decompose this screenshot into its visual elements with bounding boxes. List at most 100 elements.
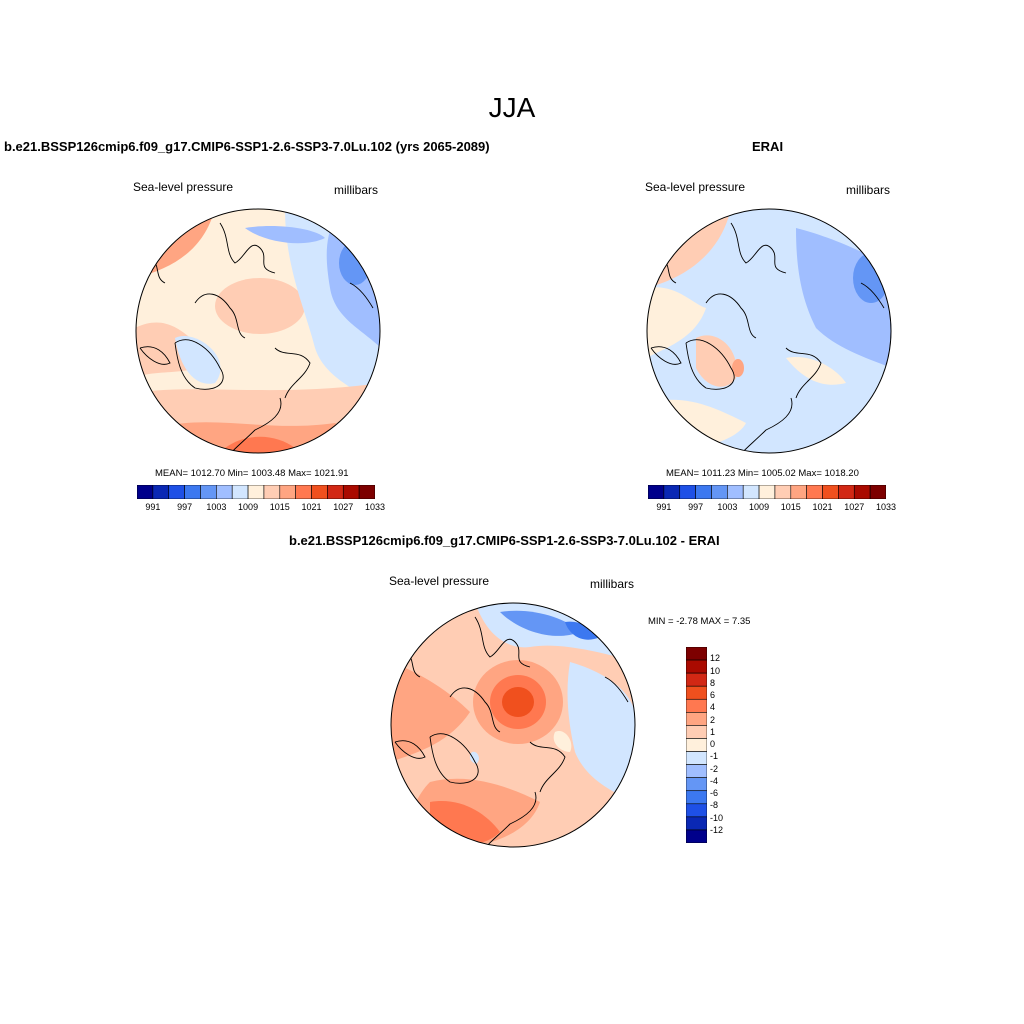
colorbar-swatch bbox=[358, 485, 375, 499]
colorbar-swatch bbox=[327, 485, 344, 499]
colorbar-swatch bbox=[663, 485, 681, 499]
colorbar-swatch bbox=[216, 485, 233, 499]
panel2-stats: MEAN= 1011.23 Min= 1005.02 Max= 1018.20 bbox=[666, 468, 859, 479]
colorbar-tick-label: -10 bbox=[710, 812, 724, 823]
colorbar-tick-label: 1015 bbox=[780, 502, 801, 512]
colorbar-tick-label: -2 bbox=[710, 763, 719, 774]
colorbar-swatch bbox=[869, 485, 886, 499]
colorbar-swatch bbox=[648, 485, 665, 499]
panel1-neg-north bbox=[245, 226, 325, 244]
colorbar-swatch bbox=[853, 485, 871, 499]
panel2-pos-greenland bbox=[696, 335, 737, 387]
colorbar-swatch bbox=[686, 725, 707, 739]
colorbar-swatch bbox=[711, 485, 728, 499]
colorbar-tick-label: 6 bbox=[710, 690, 716, 700]
panel3-neg-east bbox=[567, 662, 635, 802]
colorbar-swatch bbox=[231, 485, 249, 499]
colorbar-tick-label: 1009 bbox=[749, 502, 770, 512]
colorbar-swatch bbox=[695, 485, 712, 499]
colorbar-swatch bbox=[686, 777, 707, 792]
colorbar-tick-label: 1033 bbox=[875, 502, 897, 512]
panel3-polar-map bbox=[390, 602, 636, 848]
colorbar-tick-label: -1 bbox=[710, 751, 719, 762]
colorbar-swatch bbox=[137, 485, 154, 499]
colorbar-swatch bbox=[342, 485, 360, 499]
panel1-units-label: millibars bbox=[334, 183, 379, 197]
colorbar-tick-label: 1033 bbox=[364, 502, 386, 512]
colorbar-swatch bbox=[686, 803, 707, 818]
colorbar-swatch bbox=[184, 485, 201, 499]
colorbar-tick-label: -12 bbox=[710, 824, 724, 835]
panel1-polar-map bbox=[135, 208, 381, 454]
colorbar-swatch bbox=[686, 712, 707, 726]
panel1-map-border bbox=[135, 208, 381, 454]
panel1-high-south bbox=[225, 436, 295, 453]
panel2-low-east bbox=[853, 253, 889, 303]
panel1-neg-greenland bbox=[175, 336, 221, 384]
colorbar-swatch bbox=[295, 485, 312, 499]
colorbar-swatch bbox=[727, 485, 744, 499]
panel1-low-east bbox=[339, 241, 371, 285]
panel2-title: ERAI bbox=[752, 139, 784, 154]
colorbar-swatch bbox=[263, 485, 281, 499]
panel1-colorbar bbox=[137, 485, 375, 499]
panel3-stats: MIN = -2.78 MAX = 7.35 bbox=[648, 616, 751, 627]
figure-title: JJA bbox=[488, 92, 536, 123]
panel2-polar-map bbox=[646, 208, 892, 454]
colorbar-tick-label: 1 bbox=[710, 726, 716, 737]
panel3-neutral-east bbox=[553, 731, 572, 752]
panel3-colorbar-ticks: 12 10 8 6 4 2 1 0 -1 -2 -4 -6 -8 -10 -12 bbox=[710, 647, 750, 843]
colorbar-swatch bbox=[311, 485, 328, 499]
panel1-colorbar-ticks: 991 997 1003 1009 1015 1021 1027 1033 bbox=[137, 502, 385, 516]
panel2-map-border bbox=[646, 208, 892, 454]
colorbar-swatch bbox=[790, 485, 807, 499]
colorbar-swatch bbox=[686, 738, 707, 752]
panel2-units-label: millibars bbox=[846, 183, 891, 197]
panel1-title: b.e21.BSSP126cmip6.f09_g17.CMIP6-SSP1-2.… bbox=[4, 139, 490, 154]
colorbar-swatch bbox=[742, 485, 760, 499]
colorbar-swatch bbox=[838, 485, 855, 499]
panel3-variable-label: Sea-level pressure bbox=[389, 574, 490, 588]
colorbar-tick-label: 991 bbox=[656, 502, 672, 512]
colorbar-swatch bbox=[168, 485, 185, 499]
colorbar-tick-label: 1021 bbox=[301, 502, 322, 512]
panel2-neutral-south bbox=[786, 357, 846, 385]
colorbar-swatch bbox=[279, 485, 296, 499]
panel3-low-north bbox=[500, 610, 580, 636]
colorbar-swatch bbox=[686, 816, 707, 831]
panel3-map-border bbox=[390, 602, 636, 848]
colorbar-swatch bbox=[686, 659, 707, 674]
panel1-variable-label: Sea-level pressure bbox=[133, 180, 234, 194]
panel3-colorbar bbox=[686, 647, 707, 843]
colorbar-tick-label: 1027 bbox=[844, 502, 865, 512]
panel1-stats: MEAN= 1012.70 Min= 1003.48 Max= 1021.91 bbox=[155, 468, 349, 479]
colorbar-swatch bbox=[774, 485, 792, 499]
colorbar-tick-label: -6 bbox=[710, 788, 719, 798]
panel3-neg-greenland bbox=[469, 751, 479, 764]
colorbar-swatch bbox=[152, 485, 170, 499]
panel3-low-north-core bbox=[565, 621, 600, 640]
colorbar-swatch bbox=[200, 485, 217, 499]
panel2-variable-label: Sea-level pressure bbox=[645, 180, 746, 194]
colorbar-tick-label: 2 bbox=[710, 714, 716, 725]
colorbar-swatch bbox=[686, 647, 707, 661]
colorbar-tick-label: 1027 bbox=[333, 502, 354, 512]
colorbar-tick-label: 8 bbox=[710, 677, 716, 688]
colorbar-tick-label: 4 bbox=[710, 702, 716, 713]
colorbar-tick-label: 997 bbox=[177, 502, 193, 512]
colorbar-swatch bbox=[247, 485, 265, 499]
colorbar-swatch bbox=[806, 485, 823, 499]
colorbar-tick-label: -8 bbox=[710, 800, 719, 811]
colorbar-swatch bbox=[686, 672, 707, 687]
panel3-units-label: millibars bbox=[590, 577, 635, 591]
colorbar-tick-label: -4 bbox=[710, 775, 719, 786]
colorbar-swatch bbox=[686, 764, 707, 778]
panel1-pos-pole bbox=[215, 278, 305, 334]
colorbar-swatch bbox=[686, 751, 707, 765]
colorbar-tick-label: 1021 bbox=[812, 502, 833, 512]
panel2-coastlines bbox=[650, 222, 885, 453]
colorbar-tick-label: 1009 bbox=[238, 502, 259, 512]
colorbar-tick-label: 997 bbox=[688, 502, 704, 512]
colorbar-tick-label: 0 bbox=[710, 739, 716, 749]
panel2-high-greenland bbox=[732, 359, 744, 377]
